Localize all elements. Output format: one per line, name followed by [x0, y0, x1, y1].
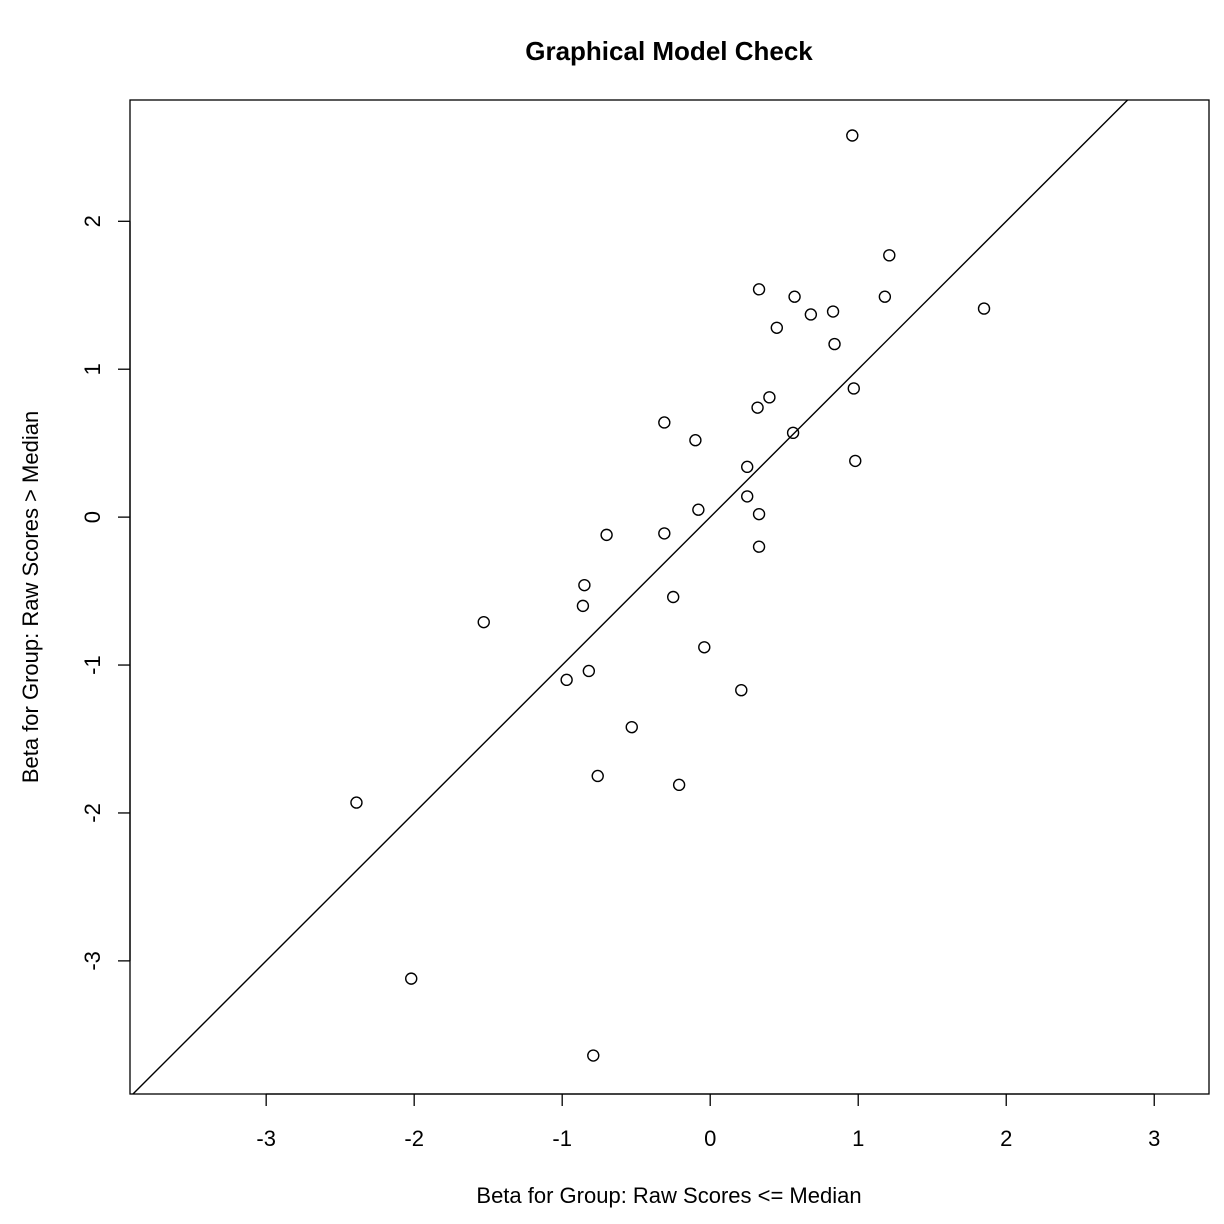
x-axis: -3 -2 -1 0 1 2 3	[256, 1093, 1160, 1151]
data-point	[804, 308, 818, 321]
data-point	[672, 778, 686, 792]
data-point	[689, 434, 702, 447]
y-tick-label: 1	[80, 363, 105, 375]
x-axis-label: Beta for Group: Raw Scores <= Median	[476, 1183, 861, 1208]
y-tick-label: -1	[80, 655, 105, 675]
data-point	[763, 391, 776, 404]
y-axis: -3 -2 -1 0 1 2	[80, 215, 131, 971]
data-point	[587, 1049, 600, 1062]
data-point	[849, 454, 862, 468]
data-point	[600, 528, 613, 542]
x-tick-label: 2	[1000, 1126, 1012, 1151]
data-point	[977, 302, 991, 315]
x-tick-label: -1	[552, 1126, 572, 1151]
data-point	[582, 664, 596, 678]
data-point	[883, 249, 896, 262]
data-point	[405, 972, 418, 985]
data-point	[846, 129, 859, 142]
data-point	[735, 683, 748, 697]
data-point	[878, 290, 892, 303]
data-point	[350, 796, 363, 809]
data-point	[788, 290, 801, 303]
x-tick-label: 3	[1148, 1126, 1160, 1151]
data-point	[698, 641, 711, 654]
y-tick-label: -3	[80, 951, 105, 971]
reference-line	[132, 99, 1129, 1095]
data-point	[741, 490, 754, 503]
data-point	[751, 401, 764, 414]
data-point	[667, 590, 680, 604]
x-tick-label: 1	[852, 1126, 864, 1151]
y-tick-label: -2	[80, 803, 105, 823]
data-point	[826, 305, 840, 318]
y-tick-label: 0	[80, 511, 105, 523]
data-point	[576, 599, 590, 613]
data-point	[741, 460, 754, 474]
data-point	[477, 615, 490, 629]
y-tick-label: 2	[80, 215, 105, 227]
x-tick-label: 0	[704, 1126, 716, 1151]
chart-title: Graphical Model Check	[525, 36, 813, 66]
data-point	[752, 540, 766, 553]
data-point	[625, 720, 638, 734]
reference-line-layer	[132, 99, 1129, 1095]
data-point	[828, 337, 841, 351]
data-point	[786, 426, 800, 440]
data-point	[692, 503, 705, 516]
data-point	[770, 321, 784, 334]
y-axis-label: Beta for Group: Raw Scores > Median	[18, 411, 43, 783]
data-point	[658, 527, 671, 540]
data-point	[658, 416, 671, 429]
plot-frame	[129, 99, 1210, 1095]
x-tick-label: -3	[256, 1126, 276, 1151]
data-point	[591, 769, 604, 783]
data-point	[847, 382, 860, 395]
x-tick-label: -2	[404, 1126, 424, 1151]
data-point	[752, 283, 766, 296]
data-point	[560, 673, 573, 687]
data-point	[578, 578, 591, 592]
data-point	[752, 507, 766, 521]
data-points	[350, 129, 991, 1062]
